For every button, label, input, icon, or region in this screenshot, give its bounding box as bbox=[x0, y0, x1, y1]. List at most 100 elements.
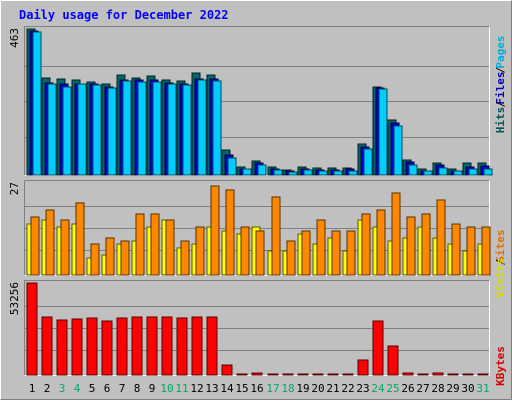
x-tick-label-day-4: 4 bbox=[74, 382, 81, 395]
bar-kbytes-kbytes-day-14 bbox=[221, 364, 233, 376]
bar-kbytes-kbytes-day-22 bbox=[342, 373, 354, 376]
bar-visits-sites-day-31 bbox=[481, 226, 491, 276]
legend-pages: Pages bbox=[494, 35, 507, 68]
bar-hits-pages-day-30 bbox=[468, 168, 478, 176]
bar-visits-sites-day-16 bbox=[255, 230, 265, 276]
panel-kbytes-max-label: 53256 bbox=[8, 282, 21, 315]
bar-kbytes-kbytes-day-30 bbox=[462, 373, 474, 376]
bar-hits-pages-day-23 bbox=[363, 148, 373, 176]
bar-hits-pages-day-27 bbox=[423, 170, 433, 176]
bar-kbytes-kbytes-day-13 bbox=[206, 316, 218, 376]
panel-visits-legend: Sites/Visits bbox=[494, 229, 507, 297]
bar-hits-pages-day-9 bbox=[152, 81, 162, 176]
bar-visits-sites-day-4 bbox=[75, 202, 85, 276]
x-tick-label-day-17: 17 bbox=[266, 382, 279, 395]
x-tick-label-day-26: 26 bbox=[401, 382, 414, 395]
x-tick-label-day-19: 19 bbox=[296, 382, 309, 395]
bar-kbytes-kbytes-day-10 bbox=[161, 316, 173, 376]
legend-visits: Visits bbox=[494, 258, 507, 298]
bar-visits-sites-day-14 bbox=[225, 189, 235, 276]
bar-visits-sites-day-21 bbox=[331, 230, 341, 276]
bar-visits-sites-day-27 bbox=[421, 213, 431, 276]
panel-visits-max-label: 27 bbox=[8, 182, 21, 195]
bar-visits-sites-day-28 bbox=[436, 199, 446, 276]
bar-hits-pages-day-24 bbox=[378, 88, 388, 176]
panel-kbytes-legend: KBytes bbox=[494, 346, 507, 386]
panel-visits: 27 Sites/Visits bbox=[8, 180, 507, 298]
bar-visits-sites-day-19 bbox=[301, 230, 311, 276]
x-tick-label-day-18: 18 bbox=[281, 382, 294, 395]
legend-separator: / bbox=[494, 259, 507, 266]
x-tick-label-day-23: 23 bbox=[356, 382, 369, 395]
bar-hits-pages-day-7 bbox=[122, 80, 132, 176]
bar-hits-pages-day-31 bbox=[483, 168, 493, 176]
bar-hits-pages-day-21 bbox=[333, 170, 343, 176]
x-tick-label-day-12: 12 bbox=[190, 382, 203, 395]
bar-visits-sites-day-5 bbox=[90, 243, 100, 276]
bar-visits-sites-day-30 bbox=[466, 226, 476, 276]
x-tick-label-day-13: 13 bbox=[205, 382, 218, 395]
bar-kbytes-kbytes-day-25 bbox=[387, 345, 399, 376]
bar-visits-sites-day-20 bbox=[316, 219, 326, 276]
legend-sites: Sites bbox=[494, 229, 507, 262]
chart-panels: 463 Pages/Files/Hits27Sites/Visits53256KB… bbox=[8, 26, 507, 386]
bar-hits-pages-day-16 bbox=[257, 164, 267, 176]
bar-kbytes-kbytes-day-8 bbox=[131, 316, 143, 376]
bar-hits-pages-day-1 bbox=[32, 31, 42, 176]
legend-hits: Hits bbox=[494, 107, 507, 134]
x-tick-label-day-2: 2 bbox=[44, 382, 51, 395]
x-tick-label-day-1: 1 bbox=[29, 382, 36, 395]
bar-kbytes-kbytes-day-11 bbox=[176, 317, 188, 376]
bar-hits-pages-day-19 bbox=[303, 169, 313, 176]
x-tick-label-day-15: 15 bbox=[235, 382, 248, 395]
x-tick-label-day-10: 10 bbox=[160, 382, 173, 395]
bar-hits-pages-day-18 bbox=[288, 171, 298, 176]
bar-visits-sites-day-6 bbox=[105, 237, 115, 276]
x-tick-label-day-24: 24 bbox=[371, 382, 385, 395]
x-tick-label-day-7: 7 bbox=[119, 382, 126, 395]
bar-hits-pages-day-2 bbox=[47, 83, 57, 176]
bar-hits-pages-day-10 bbox=[167, 83, 177, 176]
x-tick-label-day-29: 29 bbox=[446, 382, 459, 395]
x-tick-label-day-21: 21 bbox=[326, 382, 339, 395]
bar-kbytes-kbytes-day-28 bbox=[432, 372, 444, 376]
x-tick-label-day-16: 16 bbox=[250, 382, 263, 395]
bar-visits-sites-day-11 bbox=[180, 240, 190, 276]
bar-visits-sites-day-7 bbox=[120, 240, 130, 276]
bar-kbytes-kbytes-day-16 bbox=[251, 372, 263, 376]
legend-files: Files bbox=[494, 71, 507, 104]
bar-kbytes-kbytes-day-20 bbox=[312, 373, 324, 376]
bar-visits-sites-day-1 bbox=[30, 216, 40, 276]
legend-separator: / bbox=[494, 101, 507, 108]
bar-hits-pages-day-20 bbox=[318, 170, 328, 176]
x-tick-label-day-3: 3 bbox=[59, 382, 66, 395]
bar-hits-pages-day-14 bbox=[227, 157, 237, 176]
x-tick-label-day-9: 9 bbox=[149, 382, 156, 395]
bar-kbytes-kbytes-day-4 bbox=[71, 318, 83, 376]
bar-visits-sites-day-22 bbox=[346, 230, 356, 276]
bar-hits-pages-day-22 bbox=[348, 170, 358, 176]
bar-hits-pages-day-6 bbox=[107, 87, 117, 176]
bar-visits-sites-day-13 bbox=[210, 185, 220, 276]
bar-kbytes-kbytes-day-19 bbox=[297, 373, 309, 376]
legend-separator: / bbox=[494, 67, 507, 74]
bar-kbytes-kbytes-day-15 bbox=[236, 373, 248, 376]
bar-kbytes-kbytes-day-6 bbox=[101, 320, 113, 376]
bar-kbytes-kbytes-day-12 bbox=[191, 316, 203, 376]
bar-hits-pages-day-13 bbox=[212, 80, 222, 176]
legend-kbytes: KBytes bbox=[494, 346, 507, 386]
x-tick-label-day-8: 8 bbox=[134, 382, 141, 395]
bar-kbytes-kbytes-day-17 bbox=[267, 373, 279, 376]
chart-title: Daily usage for December 2022 bbox=[19, 8, 229, 22]
x-tick-label-day-11: 11 bbox=[175, 382, 188, 395]
x-tick-label-day-28: 28 bbox=[431, 382, 444, 395]
panel-kbytes: 53256 KBytes bbox=[8, 280, 507, 386]
bar-visits-sites-day-23 bbox=[361, 213, 371, 276]
bar-visits-sites-day-26 bbox=[406, 216, 416, 276]
bar-visits-sites-day-8 bbox=[135, 213, 145, 276]
x-tick-label-day-20: 20 bbox=[311, 382, 324, 395]
bar-hits-pages-day-3 bbox=[62, 86, 72, 176]
bar-hits-pages-day-28 bbox=[438, 167, 448, 176]
